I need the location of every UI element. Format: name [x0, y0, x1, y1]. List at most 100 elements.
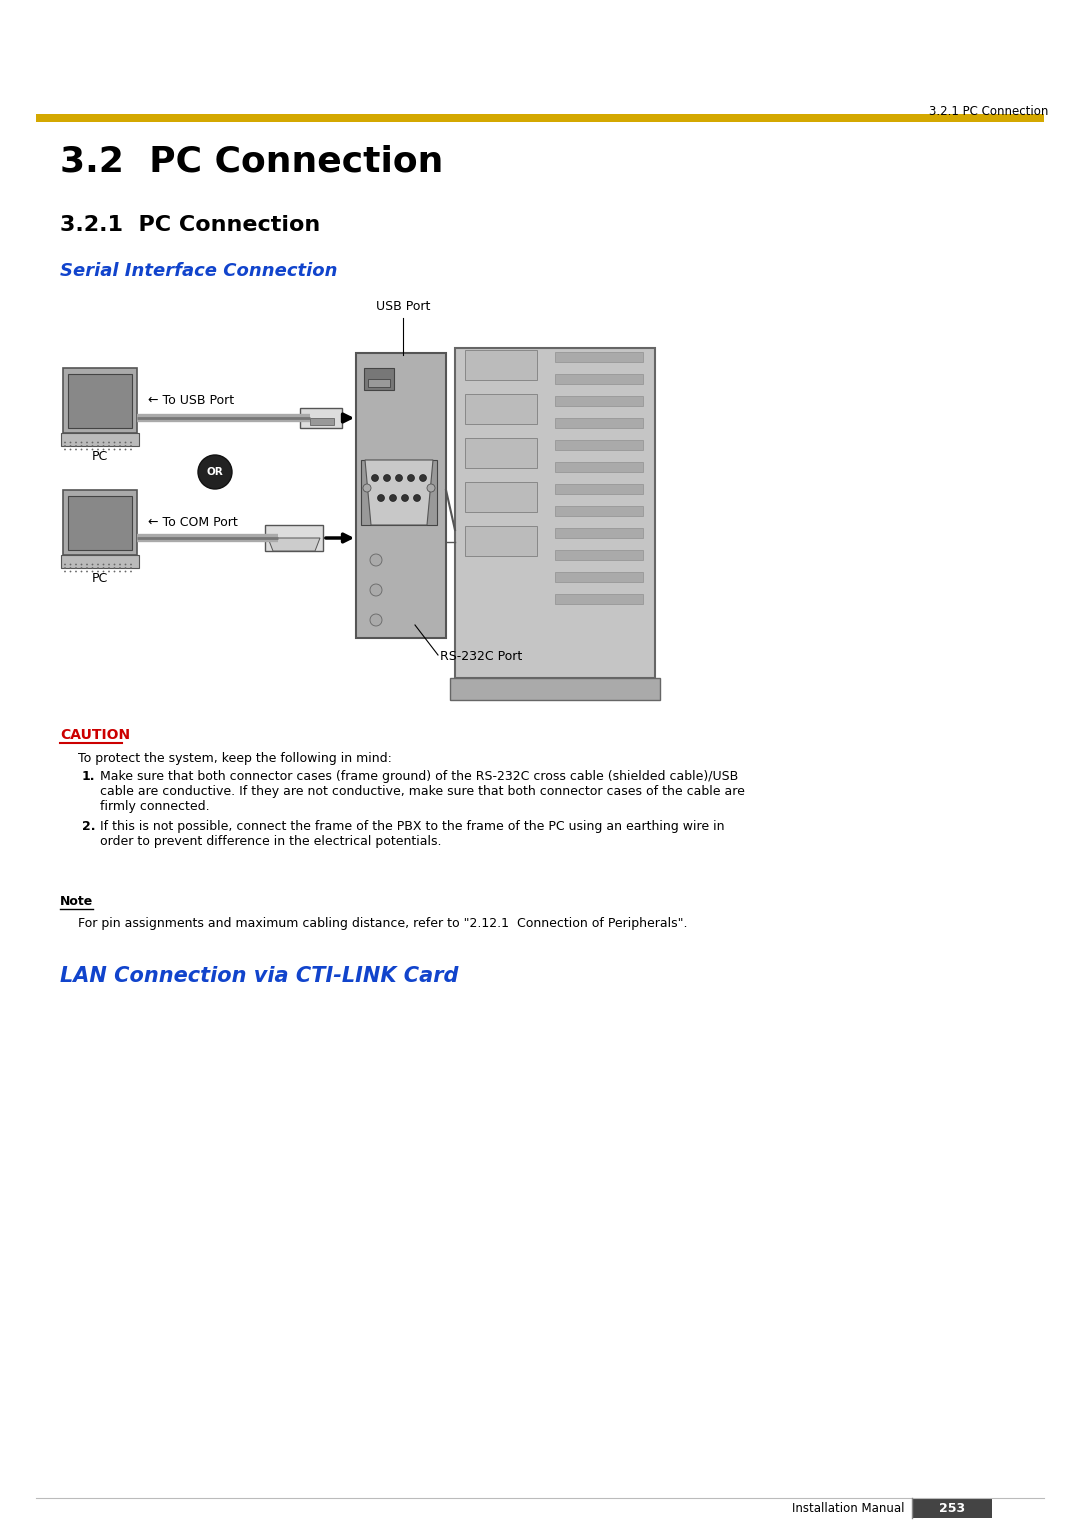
- Circle shape: [113, 567, 116, 570]
- Circle shape: [86, 444, 87, 447]
- Circle shape: [97, 567, 99, 570]
- Bar: [555, 550, 643, 560]
- Circle shape: [124, 563, 126, 565]
- Circle shape: [97, 571, 99, 573]
- Circle shape: [130, 449, 132, 450]
- Circle shape: [108, 449, 110, 450]
- Bar: [68, 496, 132, 550]
- Circle shape: [124, 444, 126, 447]
- Circle shape: [113, 441, 116, 443]
- Text: 1.: 1.: [82, 770, 95, 783]
- Circle shape: [81, 444, 82, 447]
- Circle shape: [372, 475, 378, 481]
- Circle shape: [64, 449, 66, 450]
- Circle shape: [130, 563, 132, 565]
- Text: Note: Note: [60, 895, 93, 909]
- Circle shape: [76, 563, 77, 565]
- Polygon shape: [268, 538, 320, 551]
- Circle shape: [76, 571, 77, 573]
- Text: 2.: 2.: [82, 820, 95, 834]
- Text: order to prevent difference in the electrical potentials.: order to prevent difference in the elect…: [100, 835, 442, 847]
- Circle shape: [92, 441, 93, 443]
- Bar: [364, 368, 394, 389]
- Bar: [555, 440, 643, 450]
- Circle shape: [130, 567, 132, 570]
- Circle shape: [119, 567, 121, 570]
- Circle shape: [86, 441, 87, 443]
- Text: Serial Interface Connection: Serial Interface Connection: [60, 263, 337, 279]
- Circle shape: [86, 563, 87, 565]
- Text: ← To USB Port: ← To USB Port: [148, 394, 234, 406]
- Bar: [465, 438, 537, 467]
- Circle shape: [395, 475, 403, 481]
- Circle shape: [130, 444, 132, 447]
- Circle shape: [76, 441, 77, 443]
- Circle shape: [86, 567, 87, 570]
- Bar: [36, 115, 1044, 122]
- Circle shape: [103, 571, 105, 573]
- Text: LAN Connection via CTI-LINK Card: LAN Connection via CTI-LINK Card: [60, 967, 459, 986]
- Bar: [455, 348, 654, 678]
- Circle shape: [130, 571, 132, 573]
- Text: Installation Manual: Installation Manual: [793, 1501, 905, 1515]
- Circle shape: [86, 449, 87, 450]
- Text: 3.2.1 PC Connection: 3.2.1 PC Connection: [929, 105, 1048, 118]
- Circle shape: [124, 441, 126, 443]
- Circle shape: [130, 441, 132, 443]
- Circle shape: [69, 571, 71, 573]
- Circle shape: [69, 444, 71, 447]
- Circle shape: [119, 571, 121, 573]
- Circle shape: [103, 444, 105, 447]
- Bar: [555, 374, 643, 383]
- Circle shape: [97, 563, 99, 565]
- Bar: [555, 463, 643, 472]
- Bar: [63, 368, 137, 434]
- Circle shape: [81, 571, 82, 573]
- Circle shape: [363, 484, 372, 492]
- Circle shape: [64, 571, 66, 573]
- Polygon shape: [365, 460, 433, 525]
- Circle shape: [103, 449, 105, 450]
- Circle shape: [113, 444, 116, 447]
- Circle shape: [124, 567, 126, 570]
- Circle shape: [414, 495, 420, 501]
- Circle shape: [198, 455, 232, 489]
- Circle shape: [108, 444, 110, 447]
- Circle shape: [383, 475, 391, 481]
- Circle shape: [69, 449, 71, 450]
- Circle shape: [427, 484, 435, 492]
- Text: cable are conductive. If they are not conductive, make sure that both connector : cable are conductive. If they are not co…: [100, 785, 745, 799]
- Circle shape: [64, 563, 66, 565]
- Circle shape: [370, 554, 382, 567]
- Circle shape: [97, 441, 99, 443]
- Circle shape: [69, 441, 71, 443]
- Text: PC: PC: [92, 450, 108, 463]
- Circle shape: [92, 571, 93, 573]
- Circle shape: [81, 567, 82, 570]
- Bar: [300, 408, 342, 428]
- Bar: [60, 434, 139, 446]
- Bar: [555, 505, 643, 516]
- Circle shape: [64, 441, 66, 443]
- Circle shape: [407, 475, 415, 481]
- Circle shape: [119, 441, 121, 443]
- Bar: [465, 350, 537, 380]
- Circle shape: [92, 563, 93, 565]
- Circle shape: [119, 449, 121, 450]
- Circle shape: [103, 441, 105, 443]
- Circle shape: [76, 567, 77, 570]
- Bar: [555, 528, 643, 538]
- Bar: [555, 395, 643, 406]
- Circle shape: [64, 444, 66, 447]
- Text: Make sure that both connector cases (frame ground) of the RS-232C cross cable (s: Make sure that both connector cases (fra…: [100, 770, 739, 783]
- Circle shape: [92, 567, 93, 570]
- Circle shape: [108, 567, 110, 570]
- Circle shape: [92, 444, 93, 447]
- Text: 3.2.1  PC Connection: 3.2.1 PC Connection: [60, 215, 321, 235]
- Bar: [368, 379, 390, 386]
- Bar: [555, 573, 643, 582]
- Text: For pin assignments and maximum cabling distance, refer to "2.12.1  Connection o: For pin assignments and maximum cabling …: [78, 918, 688, 930]
- Circle shape: [81, 449, 82, 450]
- Circle shape: [64, 567, 66, 570]
- Bar: [60, 554, 139, 568]
